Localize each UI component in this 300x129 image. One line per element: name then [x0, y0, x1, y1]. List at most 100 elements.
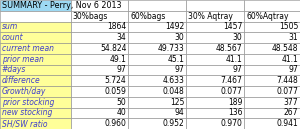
Text: sum: sum: [2, 22, 18, 31]
Bar: [244, 0, 300, 11]
Text: 31: 31: [289, 33, 298, 42]
Text: 30%bags: 30%bags: [72, 12, 108, 21]
Bar: [0, 11, 70, 22]
Bar: [0, 64, 70, 75]
Text: 60%Aqtray: 60%Aqtray: [246, 12, 289, 21]
Bar: [244, 22, 300, 32]
Bar: [0, 32, 70, 43]
Text: 0.077: 0.077: [276, 87, 298, 96]
Text: 41.1: 41.1: [281, 55, 298, 64]
Bar: [0, 54, 70, 64]
Text: 48.548: 48.548: [272, 44, 298, 53]
Text: 1864: 1864: [107, 22, 127, 31]
Bar: [186, 54, 244, 64]
Text: count: count: [2, 33, 23, 42]
Bar: [0, 86, 70, 97]
Bar: [0, 118, 70, 129]
Bar: [128, 0, 186, 11]
Bar: [186, 107, 244, 118]
Bar: [244, 118, 300, 129]
Bar: [70, 11, 128, 22]
Bar: [186, 97, 244, 107]
Text: SUMMARY - Perry, Nov 6 2013: SUMMARY - Perry, Nov 6 2013: [2, 1, 121, 10]
Bar: [70, 64, 128, 75]
Bar: [70, 22, 128, 32]
Bar: [128, 43, 186, 54]
Text: current mean: current mean: [2, 44, 54, 53]
Text: 7.467: 7.467: [220, 76, 242, 85]
Bar: [128, 22, 186, 32]
Text: 0.059: 0.059: [105, 87, 127, 96]
Bar: [244, 75, 300, 86]
Bar: [70, 54, 128, 64]
Bar: [0, 22, 70, 32]
Text: 49.733: 49.733: [158, 44, 184, 53]
Bar: [244, 43, 300, 54]
Bar: [128, 118, 186, 129]
Bar: [244, 86, 300, 97]
Text: 267: 267: [284, 108, 298, 117]
Bar: [244, 32, 300, 43]
Bar: [244, 11, 300, 22]
Bar: [70, 107, 128, 118]
Bar: [244, 97, 300, 107]
Text: 97: 97: [289, 65, 298, 74]
Text: 30: 30: [233, 33, 242, 42]
Text: 97: 97: [175, 65, 184, 74]
Text: 60%bags: 60%bags: [130, 12, 166, 21]
Text: 189: 189: [228, 98, 242, 107]
Text: 0.970: 0.970: [220, 119, 242, 128]
Text: 125: 125: [170, 98, 184, 107]
Bar: [0, 0, 70, 11]
Text: 7.448: 7.448: [277, 76, 298, 85]
Bar: [70, 43, 128, 54]
Bar: [70, 0, 128, 11]
Bar: [186, 75, 244, 86]
Text: 50: 50: [117, 98, 127, 107]
Text: 0.941: 0.941: [277, 119, 298, 128]
Bar: [128, 86, 186, 97]
Text: 34: 34: [117, 33, 127, 42]
Bar: [128, 97, 186, 107]
Text: prior mean: prior mean: [2, 55, 44, 64]
Bar: [70, 97, 128, 107]
Bar: [128, 54, 186, 64]
Bar: [186, 118, 244, 129]
Bar: [70, 32, 128, 43]
Text: 136: 136: [228, 108, 242, 117]
Text: 97: 97: [233, 65, 242, 74]
Bar: [186, 11, 244, 22]
Bar: [70, 75, 128, 86]
Bar: [0, 75, 70, 86]
Text: difference: difference: [2, 76, 40, 85]
Bar: [186, 86, 244, 97]
Bar: [186, 22, 244, 32]
Bar: [244, 107, 300, 118]
Text: 49.1: 49.1: [110, 55, 127, 64]
Bar: [186, 43, 244, 54]
Text: #days: #days: [2, 65, 26, 74]
Bar: [128, 64, 186, 75]
Bar: [0, 43, 70, 54]
Text: 0.952: 0.952: [163, 119, 184, 128]
Text: prior stocking: prior stocking: [2, 98, 54, 107]
Text: 377: 377: [284, 98, 298, 107]
Text: 45.1: 45.1: [168, 55, 184, 64]
Text: 1457: 1457: [223, 22, 242, 31]
Text: 30: 30: [175, 33, 184, 42]
Bar: [70, 118, 128, 129]
Text: 30% Aqtray: 30% Aqtray: [188, 12, 233, 21]
Bar: [128, 75, 186, 86]
Bar: [128, 32, 186, 43]
Text: 1492: 1492: [165, 22, 184, 31]
Text: 0.077: 0.077: [220, 87, 242, 96]
Bar: [128, 107, 186, 118]
Bar: [186, 64, 244, 75]
Text: 41.1: 41.1: [226, 55, 242, 64]
Bar: [186, 32, 244, 43]
Text: 0.048: 0.048: [163, 87, 184, 96]
Text: 0.960: 0.960: [105, 119, 127, 128]
Text: 54.824: 54.824: [100, 44, 127, 53]
Text: 48.567: 48.567: [216, 44, 242, 53]
Text: 97: 97: [117, 65, 127, 74]
